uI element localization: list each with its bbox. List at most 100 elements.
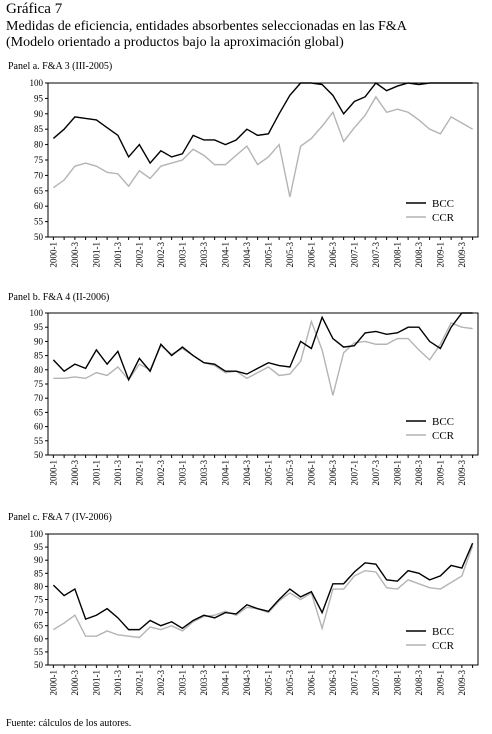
y-tick-label: 95	[34, 542, 44, 552]
data-line	[52, 82, 473, 165]
y-tick-label: 75	[34, 595, 44, 605]
data-line	[53, 319, 473, 396]
x-tick-label: 2001-3	[113, 670, 123, 696]
x-tick-label: 2003-1	[177, 242, 187, 268]
x-tick-label: 2003-1	[177, 670, 187, 696]
y-tick-label: 95	[34, 93, 44, 103]
y-tick-label: 95	[34, 322, 44, 332]
x-tick-label: 2000-3	[70, 670, 80, 696]
y-tick-label: 70	[34, 608, 44, 618]
y-tick-label: 65	[34, 186, 44, 196]
x-tick-label: 2009-3	[457, 460, 467, 486]
x-tick-label: 2002-1	[134, 460, 144, 486]
y-tick-label: 85	[34, 351, 44, 361]
x-tick-label: 2008-1	[392, 242, 402, 268]
y-tick-label: 80	[34, 140, 44, 150]
x-tick-label: 2006-3	[328, 242, 338, 268]
y-tick-label: 50	[34, 660, 44, 670]
x-tick-label: 2006-3	[328, 670, 338, 696]
x-tick-label: 2005-1	[263, 670, 273, 696]
x-tick-label: 2007-1	[349, 670, 359, 696]
x-tick-label: 2001-3	[113, 460, 123, 486]
x-tick-label: 2006-1	[306, 670, 316, 696]
legend-label: BCC	[432, 416, 454, 428]
x-tick-label: 2005-3	[285, 670, 295, 696]
y-tick-label: 70	[34, 393, 44, 403]
y-tick-label: 85	[34, 124, 44, 134]
legend-label: CCR	[432, 640, 455, 652]
y-tick-label: 80	[34, 581, 44, 591]
x-tick-label: 2000-1	[48, 242, 58, 268]
data-line	[53, 545, 474, 639]
x-tick-label: 2001-1	[91, 670, 101, 696]
x-tick-label: 2003-3	[199, 460, 209, 486]
x-tick-label: 2001-1	[91, 242, 101, 268]
data-line	[52, 312, 473, 382]
y-tick-label: 80	[34, 365, 44, 375]
x-tick-label: 2002-1	[134, 242, 144, 268]
x-tick-label: 2009-3	[457, 242, 467, 268]
x-tick-label: 2006-1	[306, 242, 316, 268]
data-line	[52, 95, 473, 198]
y-tick-label: 55	[34, 217, 44, 227]
x-tick-label: 2000-1	[48, 460, 58, 486]
x-tick-label: 2004-1	[220, 460, 230, 486]
y-tick-label: 50	[34, 450, 44, 460]
x-tick-label: 2004-3	[242, 242, 252, 268]
y-tick-label: 100	[30, 308, 44, 318]
x-tick-label: 2006-1	[306, 460, 316, 486]
x-tick-label: 2005-1	[263, 242, 273, 268]
y-tick-label: 75	[34, 379, 44, 389]
x-tick-label: 2002-3	[156, 460, 166, 486]
y-tick-label: 90	[34, 109, 44, 119]
y-tick-label: 50	[34, 232, 44, 242]
panel-title: Panel a. F&A 3 (III-2005)	[8, 61, 112, 72]
figure-title: Gráfica 7	[6, 1, 63, 17]
figure-subtitle: (Modelo orientado a productos bajo la ap…	[6, 35, 344, 50]
y-tick-label: 90	[34, 555, 44, 565]
x-tick-label: 2001-1	[91, 460, 101, 486]
x-tick-label: 2008-3	[414, 670, 424, 696]
x-tick-label: 2003-1	[177, 460, 187, 486]
x-tick-label: 2000-1	[48, 670, 58, 696]
x-tick-label: 2004-3	[242, 670, 252, 696]
y-tick-label: 100	[30, 78, 44, 88]
y-tick-label: 65	[34, 407, 44, 417]
source-note: Fuente: cálculos de los autores.	[6, 718, 131, 729]
x-tick-label: 2000-3	[70, 460, 80, 486]
y-tick-label: 60	[34, 422, 44, 432]
data-line	[52, 542, 474, 631]
y-tick-label: 65	[34, 621, 44, 631]
y-tick-label: 100	[30, 529, 44, 539]
x-tick-label: 2004-3	[242, 460, 252, 486]
y-tick-label: 90	[34, 336, 44, 346]
y-tick-label: 70	[34, 170, 44, 180]
x-tick-label: 2002-1	[134, 670, 144, 696]
x-tick-label: 2007-3	[371, 670, 381, 696]
x-tick-label: 2007-1	[349, 242, 359, 268]
legend-label: CCR	[432, 212, 455, 224]
x-tick-label: 2005-3	[285, 460, 295, 486]
y-tick-label: 60	[34, 634, 44, 644]
x-tick-label: 2002-3	[156, 242, 166, 268]
plot-frame	[47, 312, 479, 456]
x-tick-label: 2004-1	[220, 242, 230, 268]
x-tick-label: 2007-3	[371, 242, 381, 268]
x-tick-label: 2009-1	[435, 460, 445, 486]
y-tick-label: 85	[34, 568, 44, 578]
y-tick-label: 55	[34, 647, 44, 657]
x-tick-label: 2007-1	[349, 460, 359, 486]
legend-label: BCC	[432, 626, 454, 638]
x-tick-label: 2007-3	[371, 460, 381, 486]
x-tick-label: 2003-3	[199, 670, 209, 696]
x-tick-label: 2004-1	[220, 670, 230, 696]
y-tick-label: 60	[34, 201, 44, 211]
x-tick-label: 2001-3	[113, 242, 123, 268]
x-tick-label: 2006-3	[328, 460, 338, 486]
x-tick-label: 2009-3	[457, 670, 467, 696]
x-tick-label: 2002-3	[156, 670, 166, 696]
legend-label: CCR	[432, 430, 455, 442]
figure-subtitle: Medidas de eficiencia, entidades absorbe…	[6, 19, 408, 34]
panel-title: Panel c. F&A 7 (IV-2006)	[8, 512, 112, 523]
